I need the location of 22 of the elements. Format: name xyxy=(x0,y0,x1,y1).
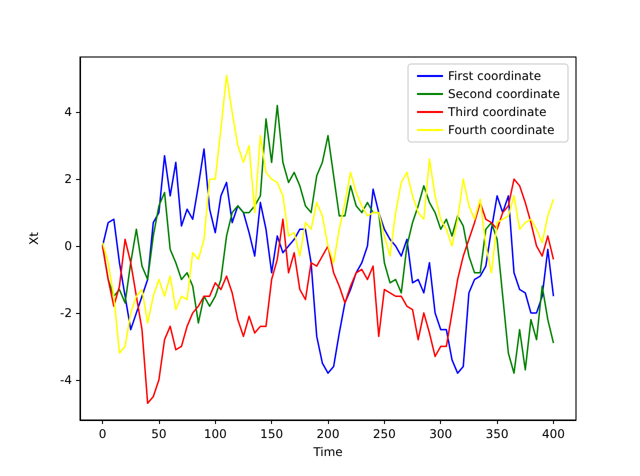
x-tick-label: 150 xyxy=(260,427,284,441)
x-tick-label: 100 xyxy=(204,427,227,441)
x-tick-label: 350 xyxy=(486,427,509,441)
x-tick-label: 400 xyxy=(542,427,565,441)
y-tick-label: -4 xyxy=(60,372,72,387)
x-tick-label: 250 xyxy=(372,427,396,441)
y-tick-label: 0 xyxy=(64,239,72,254)
line-series xyxy=(102,178,554,404)
y-tick-label: 4 xyxy=(64,105,72,120)
legend-label: Fourth coordinate xyxy=(448,123,555,137)
y-tick-label: 2 xyxy=(64,172,72,186)
x-tick-label: 0 xyxy=(98,427,106,441)
line-series xyxy=(102,148,554,374)
x-axis-title: Time xyxy=(312,445,343,459)
y-tick-label: -2 xyxy=(60,306,72,320)
legend-label: First coordinate xyxy=(448,69,542,83)
legend-label: Second coordinate xyxy=(448,87,560,101)
x-tick-label: 50 xyxy=(151,427,167,441)
x-tick-label: 200 xyxy=(316,427,340,441)
x-tick-label: 300 xyxy=(429,427,452,441)
legend-label: Third coordinate xyxy=(447,105,546,119)
y-axis-title: Xt xyxy=(27,232,41,245)
